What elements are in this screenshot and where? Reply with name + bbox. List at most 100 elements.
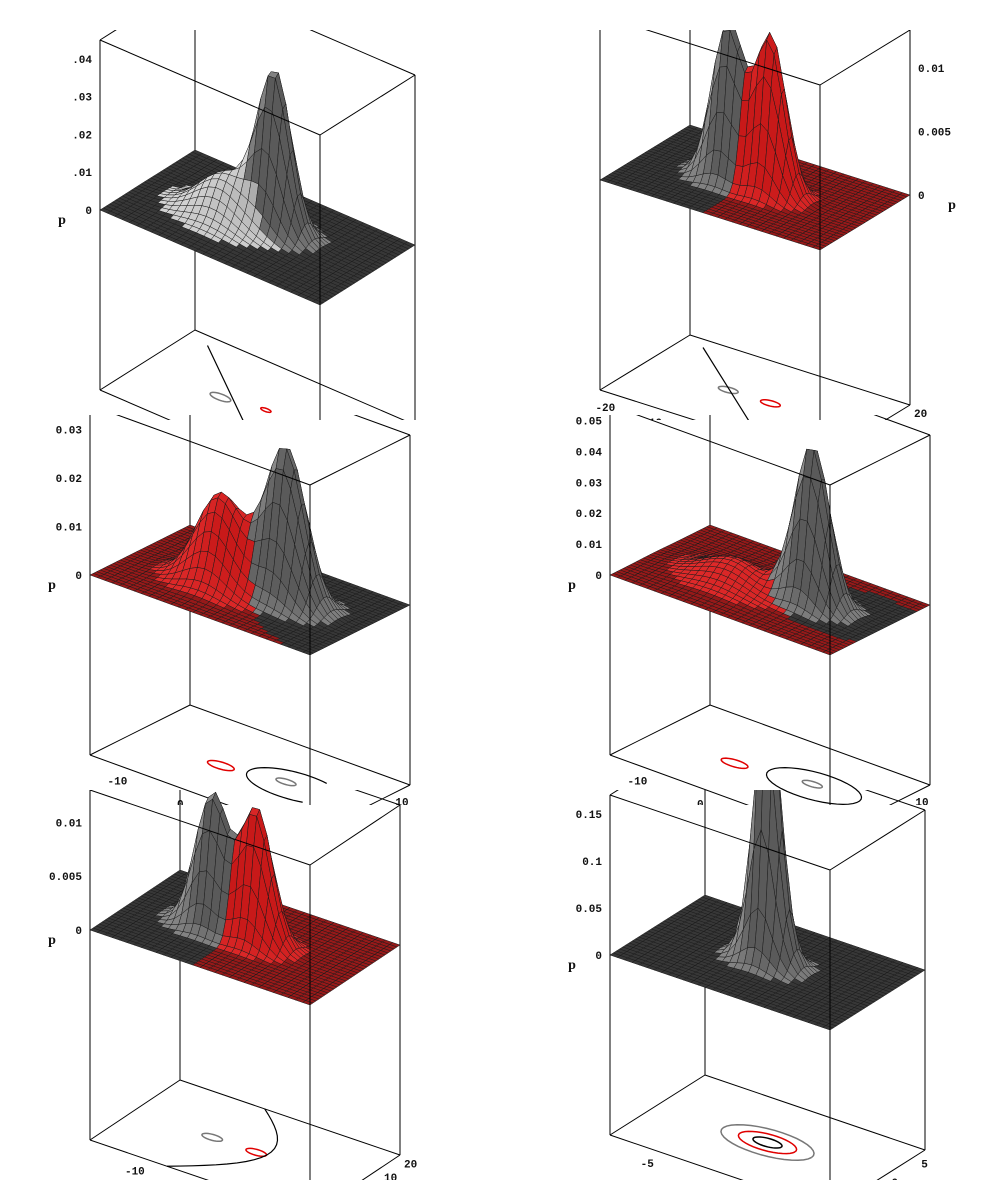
box-edge (179, 1079, 401, 1156)
box-edge (709, 704, 931, 786)
box-edge (99, 389, 171, 420)
contour-grey (209, 391, 232, 403)
contour-line (765, 767, 863, 805)
contour-red (737, 1130, 798, 1155)
contour-grey (275, 777, 297, 787)
x-tick-label: -10 (642, 418, 662, 420)
contour-grey (720, 1123, 815, 1162)
box-edge (819, 30, 911, 86)
contour-red (259, 406, 272, 414)
x-tick-label: -10 (628, 776, 648, 788)
contour-red (759, 399, 782, 408)
z-tick-label: 0.03 (576, 478, 603, 490)
z-tick-label: 0 (918, 191, 925, 203)
z-tick-label: 0.005 (49, 872, 82, 884)
box-edge (189, 704, 411, 786)
z-tick-label: 0.03 (56, 425, 83, 437)
contour-red (206, 759, 236, 772)
z-tick-label: 0.05 (576, 416, 603, 428)
box-edge (609, 754, 749, 805)
box-edge (645, 30, 821, 86)
contour-line (245, 767, 327, 803)
box-edge (99, 39, 321, 136)
z-axis-label: p (568, 578, 576, 593)
z-tick-label: .01 (72, 168, 92, 180)
box-edge (89, 704, 191, 756)
box-edge (368, 784, 411, 805)
z-tick-label: 0.01 (56, 522, 83, 534)
z-tick-label: 0 (85, 206, 92, 218)
box-edge (599, 334, 691, 391)
box-edge (704, 1074, 926, 1151)
box-edge (864, 790, 926, 811)
y-tick-label: 20 (914, 409, 927, 420)
z-tick-label: .03 (72, 93, 92, 105)
y-tick-label: 10 (915, 797, 928, 805)
z-axis-label: p (48, 933, 56, 948)
z-tick-label: 0.005 (918, 128, 951, 140)
z-tick-label: .02 (72, 130, 92, 142)
contour-grey (717, 385, 739, 395)
contour-grey (201, 1132, 224, 1143)
contour-line (206, 345, 244, 420)
box-edge (319, 74, 416, 136)
z-axis-label: p (58, 213, 66, 228)
box-edge (89, 1079, 181, 1141)
box-edge (353, 415, 411, 436)
y-tick-label: 10 (395, 797, 408, 805)
box-edge (609, 704, 711, 756)
z-tick-label: 0.01 (576, 540, 603, 552)
box-edge (89, 754, 229, 805)
z-tick-label: 0.02 (576, 509, 602, 521)
y-tick-label: 20 (404, 1160, 417, 1172)
box-edge (99, 329, 196, 391)
box-edge (599, 389, 696, 420)
box-edge (689, 334, 911, 406)
box-edge (89, 790, 311, 866)
box-edge (116, 415, 311, 486)
z-tick-label: 0 (595, 571, 602, 583)
contour-red (245, 1147, 268, 1158)
box-edge (309, 30, 416, 76)
box-edge (309, 434, 411, 486)
x-tick-label: -10 (125, 1167, 145, 1179)
y-tick-label: 10 (384, 1173, 397, 1180)
box-edge (636, 415, 831, 486)
box-edge (873, 415, 931, 436)
x-tick-label: 0 (697, 799, 704, 805)
z-axis-label: p (48, 578, 56, 593)
z-tick-label: .04 (72, 55, 92, 67)
contour-grey (801, 779, 824, 789)
z-tick-label: 0.01 (56, 818, 83, 830)
surface-cell (822, 650, 834, 656)
x-tick-label: -20 (595, 403, 615, 415)
box-edge (884, 404, 911, 420)
surface-cell (312, 299, 324, 306)
x-tick-label: -10 (108, 776, 128, 788)
contour-line (166, 1108, 279, 1167)
z-tick-label: 0 (75, 571, 82, 583)
z-tick-label: 0 (75, 926, 82, 938)
z-tick-label: 0.02 (56, 474, 82, 486)
box-edge (888, 784, 931, 805)
box-edge (309, 804, 401, 866)
contour-line (702, 347, 750, 420)
box-edge (609, 790, 619, 796)
box-edge (194, 329, 405, 420)
box-edge (89, 1139, 209, 1180)
box-edge (354, 790, 401, 806)
contour-red (720, 757, 749, 770)
z-axis-label: p (948, 198, 956, 213)
contour-black (752, 1136, 783, 1149)
